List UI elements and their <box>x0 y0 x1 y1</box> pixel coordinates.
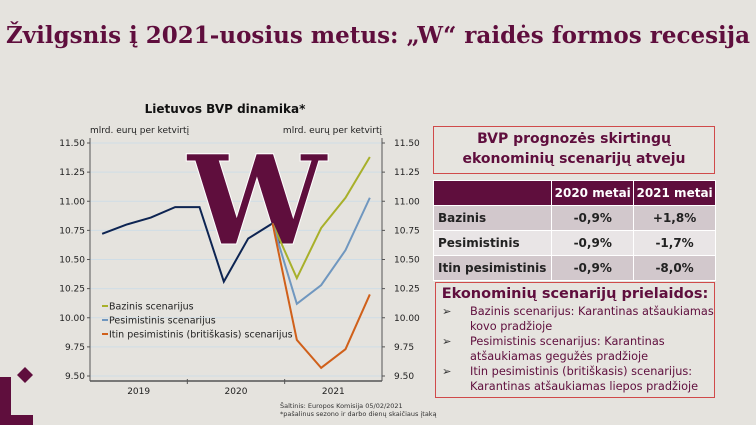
legend-label: Bazinis scenarijus <box>109 302 194 313</box>
cell: Bazinis <box>432 205 553 231</box>
y-tick-left: 11.50 <box>59 139 85 149</box>
y-tick-right: 10.50 <box>394 256 420 266</box>
cell: +1,8% <box>633 205 716 231</box>
w-letter-overlay: W <box>185 129 328 274</box>
table-row: Bazinis -0,9% +1,8% <box>432 205 716 231</box>
logo <box>0 367 33 425</box>
y-tick-right: 11.25 <box>394 168 420 178</box>
y-tick-left: 9.75 <box>65 343 85 353</box>
y-tick-left: 11.25 <box>59 168 85 178</box>
x-tick-label: 2020 <box>225 387 248 397</box>
cell: -0,9% <box>551 205 635 231</box>
slide-title: Žvilgsnis į 2021-uosius metus: „W“ raidė… <box>5 22 751 49</box>
legend-label: Pesimistinis scenarijus <box>109 316 216 327</box>
y-tick-right: 10.00 <box>394 314 420 324</box>
y-axis-label-right: mlrd. eurų per ketvirtį <box>283 126 383 136</box>
forecast-table: 2020 metai 2021 metai Bazinis -0,9% +1,8% P… <box>432 180 716 281</box>
y-tick-left: 10.75 <box>59 226 85 236</box>
y-axis-label-left: mlrd. eurų per ketvirtį <box>90 126 190 136</box>
forecast-title: BVP prognozės skirtingų ekonominių scena… <box>462 131 686 167</box>
assumption-item: ➢ Bazinis scenarijus: Karantinas atšaukia… <box>442 305 714 333</box>
y-tick-right: 9.75 <box>394 343 414 353</box>
table-row: Itin pesimistinis -0,9% -8,0% <box>432 255 716 281</box>
assumptions-title: Ekonominių scenarijų prielaidos: <box>441 286 709 302</box>
footnote: *pašalinus sezono ir darbo dienų skaičia… <box>280 410 437 418</box>
assumption-item: ➢ Itin pesimistinis (britiškasis) scenari… <box>442 365 699 393</box>
table-header: 2020 metai 2021 metai <box>432 180 716 206</box>
cell: -1,7% <box>633 230 716 256</box>
header-cell: 2020 metai <box>551 180 635 206</box>
x-tick-label: 2021 <box>322 387 345 397</box>
cell: -0,9% <box>551 255 635 281</box>
forecast-title-box: BVP prognozės skirtingų ekonominių scena… <box>433 126 715 174</box>
legend-label: Itin pesimistinis (britiškasis) scenarij… <box>109 330 293 341</box>
header-cell: 2021 metai <box>633 180 716 206</box>
assumptions-box: Ekonominių scenarijų prielaidos: ➢ Bazini… <box>435 282 715 398</box>
y-tick-right: 10.25 <box>394 285 420 295</box>
assumption-item: ➢ Pesimistinis scenarijus: Karantinas atš… <box>442 335 665 363</box>
table-row: Pesimistinis -0,9% -1,7% <box>432 230 716 256</box>
series-line-0 <box>101 206 274 285</box>
y-tick-left: 10.00 <box>59 314 85 324</box>
gdp-chart: Lietuvos BVP dinamika* mlrd. eurų per ket… <box>59 102 420 397</box>
y-tick-right: 11.50 <box>394 139 420 149</box>
cell: -0,9% <box>551 230 635 256</box>
source: Šaltinis: Europos Komisija 05/02/2021 <box>280 402 403 410</box>
chart-title: Lietuvos BVP dinamika* <box>145 102 307 116</box>
y-tick-left: 9.50 <box>65 372 85 382</box>
y-tick-right: 11.00 <box>394 197 420 207</box>
y-tick-right: 9.50 <box>394 372 414 382</box>
arrow-bullet-icon: ➢ <box>442 365 452 378</box>
x-tick-label: 2019 <box>127 387 150 397</box>
cell: -8,0% <box>633 255 716 281</box>
arrow-bullet-icon: ➢ <box>442 305 452 318</box>
y-tick-right: 10.75 <box>394 226 420 236</box>
y-tick-left: 10.50 <box>59 256 85 266</box>
cell: Pesimistinis <box>432 230 553 256</box>
source-note: Šaltinis: Europos Komisija 05/02/2021 *pa… <box>280 402 437 418</box>
arrow-bullet-icon: ➢ <box>442 335 452 348</box>
y-tick-left: 10.25 <box>59 285 85 295</box>
cell: Itin pesimistinis <box>432 255 553 281</box>
y-tick-left: 11.00 <box>59 197 85 207</box>
header-cell <box>432 180 553 206</box>
